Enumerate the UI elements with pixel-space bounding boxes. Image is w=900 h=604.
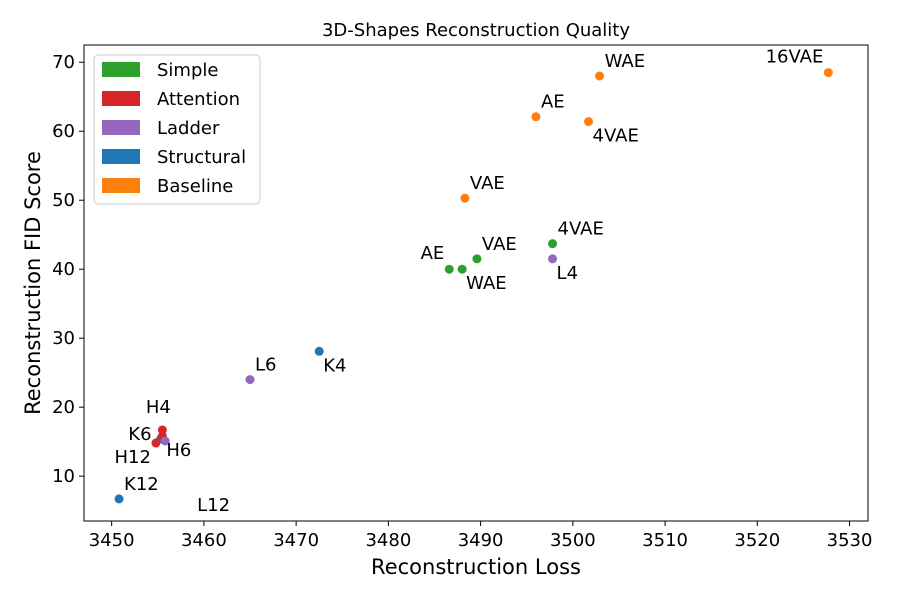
point-label: L12 <box>197 495 230 516</box>
y-tick-label: 30 <box>52 328 75 349</box>
legend-swatch <box>102 62 140 77</box>
x-tick-label: 3530 <box>827 530 873 551</box>
data-point <box>548 239 558 249</box>
point-label: WAE <box>605 51 646 72</box>
point-label: VAE <box>470 173 505 194</box>
data-point <box>472 254 482 264</box>
x-tick-label: 3520 <box>734 530 780 551</box>
data-point <box>160 436 170 446</box>
data-point <box>114 494 124 504</box>
y-tick-label: 70 <box>52 52 75 73</box>
data-point <box>444 264 454 274</box>
x-axis-title: Reconstruction Loss <box>371 555 581 579</box>
point-label: AE <box>421 243 445 264</box>
y-tick-label: 10 <box>52 466 75 487</box>
x-tick-label: 3510 <box>642 530 688 551</box>
point-label: H12 <box>114 447 150 468</box>
data-point <box>157 425 167 435</box>
legend-swatch <box>102 120 140 135</box>
x-tick-label: 3450 <box>89 530 135 551</box>
x-tick-label: 3470 <box>273 530 319 551</box>
point-label: L4 <box>557 263 578 284</box>
point-label: L6 <box>255 355 276 376</box>
legend-label: Ladder <box>157 118 220 139</box>
data-point <box>595 71 605 81</box>
point-label: AE <box>541 92 565 113</box>
data-point <box>457 264 467 274</box>
point-label: WAE <box>466 273 507 294</box>
chart-title: 3D-Shapes Reconstruction Quality <box>322 20 630 41</box>
y-tick-label: 20 <box>52 397 75 418</box>
data-point <box>314 346 324 356</box>
plot-area-frame <box>83 44 869 522</box>
data-point <box>460 193 470 203</box>
point-label: 16VAE <box>766 47 824 68</box>
point-label: 4VAE <box>558 219 604 240</box>
y-axis-title: Reconstruction FID Score <box>21 151 45 415</box>
point-label: 4VAE <box>593 126 639 147</box>
point-label: H6 <box>166 440 191 461</box>
data-points <box>114 68 833 504</box>
y-axis-ticks: 10 20 30 40 50 60 70 <box>52 52 84 487</box>
data-point <box>531 112 541 122</box>
point-label: K12 <box>124 474 159 495</box>
legend-swatch <box>102 178 140 193</box>
y-tick-label: 60 <box>52 121 75 142</box>
y-tick-label: 50 <box>52 190 75 211</box>
legend-label: Structural <box>157 147 246 168</box>
x-tick-label: 3460 <box>181 530 227 551</box>
legend-swatch <box>102 91 140 106</box>
legend-label: Attention <box>157 89 240 110</box>
point-label: K6 <box>128 424 151 445</box>
y-tick-label: 40 <box>52 259 75 280</box>
legend-label: Simple <box>157 60 218 81</box>
legend: Simple Attention Ladder Structural Baseline <box>93 54 261 205</box>
x-tick-label: 3480 <box>365 530 411 551</box>
point-label: VAE <box>482 234 517 255</box>
x-axis-ticks: 3450 3460 3470 3480 3490 3500 3510 3520 3530 <box>89 521 873 551</box>
data-point <box>548 254 558 264</box>
legend-swatch <box>102 149 140 164</box>
data-point <box>823 68 833 78</box>
data-point <box>245 375 255 385</box>
x-tick-label: 3500 <box>550 530 596 551</box>
point-label: K4 <box>323 355 346 376</box>
data-point <box>151 438 161 448</box>
legend-label: Baseline <box>157 176 233 197</box>
data-point <box>584 117 594 127</box>
point-label: H4 <box>146 397 171 418</box>
x-tick-label: 3490 <box>458 530 504 551</box>
